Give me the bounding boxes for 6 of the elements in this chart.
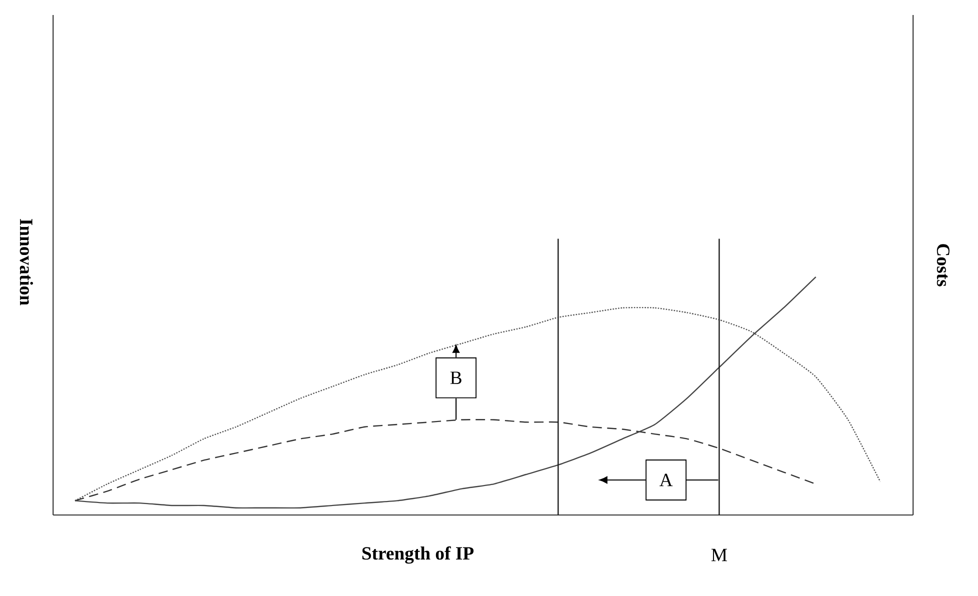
y-axis-title: Innovation [20, 219, 34, 306]
annotation: B [450, 372, 462, 384]
text: M [711, 548, 727, 562]
annotation: A [660, 474, 673, 486]
x-axis-title: Strength of IP [362, 546, 474, 564]
y2-axis-title: Costs [936, 244, 950, 286]
